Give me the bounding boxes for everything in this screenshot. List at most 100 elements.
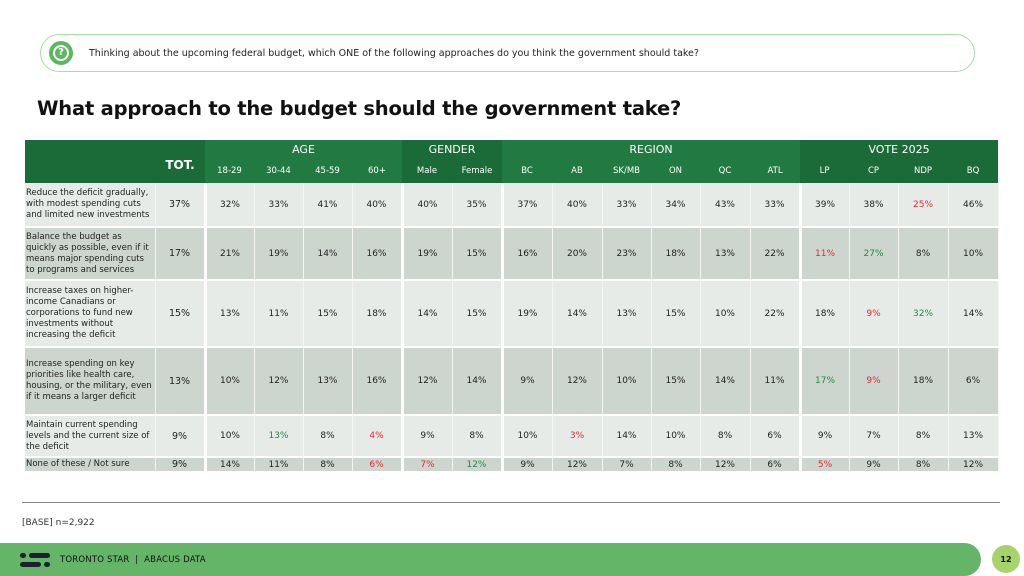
row-label: Increase taxes on higher-income Canadian… <box>25 280 156 348</box>
value-cell: 38% <box>849 183 899 228</box>
value-cell: 8% <box>651 457 701 473</box>
column-header: 45-59 <box>303 158 352 183</box>
value-cell: 12% <box>254 347 304 416</box>
total-cell: 13% <box>154 347 206 416</box>
value-cell: 14% <box>203 457 255 473</box>
value-cell: 12% <box>948 457 999 473</box>
value-cell: 13% <box>254 415 304 458</box>
value-cell: 18% <box>352 280 403 348</box>
column-header: LP <box>800 158 850 183</box>
value-cell: 14% <box>602 415 652 458</box>
value-cell: 13% <box>203 280 255 348</box>
row-label-header <box>25 140 155 183</box>
base-note: [BASE] n=2,922 <box>22 518 95 528</box>
value-cell: 25% <box>898 183 949 228</box>
value-cell: 10% <box>500 415 553 458</box>
column-header: AB <box>552 158 602 183</box>
value-cell: 34% <box>651 183 701 228</box>
value-cell: 9% <box>798 415 850 458</box>
row-label: Balance the budget as quickly as possibl… <box>25 227 156 281</box>
question-text: Thinking about the upcoming federal budg… <box>89 47 699 59</box>
value-cell: 10% <box>948 227 999 281</box>
value-cell: 46% <box>948 183 999 228</box>
column-header: Male <box>402 158 452 183</box>
value-cell: 9% <box>400 415 453 458</box>
value-cell: 18% <box>651 227 701 281</box>
value-cell: 16% <box>352 227 403 281</box>
value-cell: 14% <box>552 280 603 348</box>
value-cell: 33% <box>254 183 304 228</box>
value-cell: 41% <box>303 183 353 228</box>
value-cell: 21% <box>203 227 255 281</box>
column-header: CP <box>849 158 899 183</box>
value-cell: 13% <box>303 347 353 416</box>
value-cell: 19% <box>500 280 553 348</box>
value-cell: 18% <box>898 347 949 416</box>
footer-bar: TORONTO STAR | ABACUS DATA <box>0 543 981 576</box>
row-label: Increase spending on key priorities like… <box>25 347 156 416</box>
table-row: None of these / Not sure 9% 14% 11% 8% 6% 7% 12… <box>25 457 999 473</box>
value-cell: 14% <box>948 280 999 348</box>
table-row: Reduce the deficit gradually, with modes… <box>25 183 999 228</box>
column-header: BQ <box>948 158 999 183</box>
column-header: NDP <box>898 158 949 183</box>
column-header: ON <box>651 158 700 183</box>
total-cell: 9% <box>154 415 206 458</box>
total-cell: 9% <box>154 457 206 473</box>
value-cell: 15% <box>651 347 701 416</box>
value-cell: 5% <box>798 457 850 473</box>
column-header: Female <box>452 158 502 183</box>
table-row: Balance the budget as quickly as possibl… <box>25 227 999 281</box>
value-cell: 13% <box>602 280 652 348</box>
value-cell: 19% <box>400 227 453 281</box>
value-cell: 6% <box>750 415 801 458</box>
column-header: QC <box>700 158 750 183</box>
row-label: Reduce the deficit gradually, with modes… <box>25 183 156 228</box>
value-cell: 15% <box>303 280 353 348</box>
value-cell: 12% <box>552 347 603 416</box>
column-header: ATL <box>750 158 801 183</box>
group-header-age: AGE <box>205 140 402 158</box>
value-cell: 43% <box>700 183 751 228</box>
value-cell: 8% <box>303 415 353 458</box>
value-cell: 35% <box>452 183 503 228</box>
value-cell: 4% <box>352 415 403 458</box>
value-cell: 10% <box>203 347 255 416</box>
value-cell: 7% <box>849 415 899 458</box>
question-bubble-icon: ? <box>49 41 73 65</box>
value-cell: 16% <box>352 347 403 416</box>
column-header: SK/MB <box>602 158 651 183</box>
value-cell: 11% <box>254 280 304 348</box>
value-cell: 11% <box>798 227 850 281</box>
row-label: None of these / Not sure <box>25 457 156 473</box>
row-label: Maintain current spending levels and the… <box>25 415 156 458</box>
value-cell: 27% <box>849 227 899 281</box>
value-cell: 33% <box>602 183 652 228</box>
value-cell: 8% <box>898 457 949 473</box>
value-cell: 15% <box>651 280 701 348</box>
group-header-region: REGION <box>502 140 801 158</box>
value-cell: 7% <box>400 457 453 473</box>
value-cell: 8% <box>452 415 503 458</box>
value-cell: 22% <box>750 227 801 281</box>
divider <box>22 502 1000 503</box>
value-cell: 14% <box>700 347 751 416</box>
value-cell: 10% <box>203 415 255 458</box>
value-cell: 9% <box>849 280 899 348</box>
value-cell: 15% <box>452 227 503 281</box>
total-header: TOT. <box>155 140 205 183</box>
value-cell: 9% <box>500 347 553 416</box>
value-cell: 8% <box>303 457 353 473</box>
results-table: TOT. AGE GENDER REGION VOTE 2025 18-29 30-44… <box>25 140 999 473</box>
page-title: What approach to the budget should the g… <box>37 97 682 120</box>
value-cell: 19% <box>254 227 304 281</box>
value-cell: 10% <box>651 415 701 458</box>
value-cell: 3% <box>552 415 603 458</box>
value-cell: 22% <box>750 280 801 348</box>
value-cell: 11% <box>750 347 801 416</box>
value-cell: 12% <box>452 457 503 473</box>
table-row: Maintain current spending levels and the… <box>25 415 999 458</box>
value-cell: 12% <box>552 457 603 473</box>
value-cell: 7% <box>602 457 652 473</box>
total-cell: 17% <box>154 227 206 281</box>
